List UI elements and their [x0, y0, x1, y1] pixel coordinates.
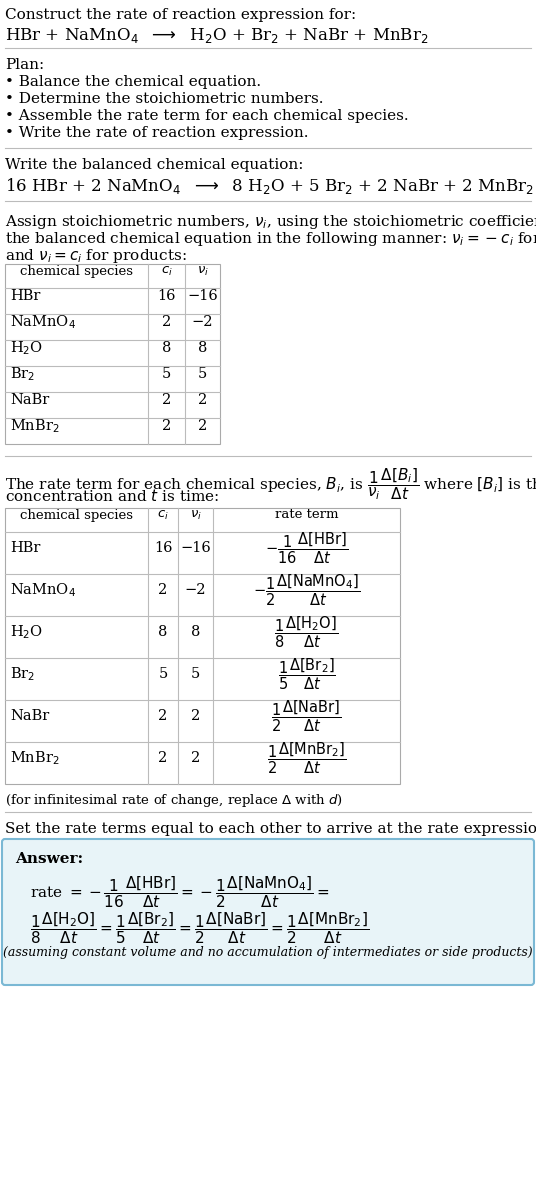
Text: (assuming constant volume and no accumulation of intermediates or side products): (assuming constant volume and no accumul…	[3, 946, 533, 960]
Text: 8: 8	[198, 341, 207, 355]
Text: $c_i$: $c_i$	[157, 509, 169, 522]
Text: • Balance the chemical equation.: • Balance the chemical equation.	[5, 75, 261, 89]
Text: H$_2$O: H$_2$O	[10, 623, 43, 641]
Text: 8: 8	[158, 625, 168, 639]
Text: concentration and $t$ is time:: concentration and $t$ is time:	[5, 488, 219, 504]
Text: • Determine the stoichiometric numbers.: • Determine the stoichiometric numbers.	[5, 92, 324, 106]
Text: chemical species: chemical species	[20, 265, 133, 278]
Text: 2: 2	[198, 420, 207, 433]
Text: 2: 2	[158, 709, 168, 724]
Text: rate term: rate term	[275, 509, 338, 522]
Text: 2: 2	[158, 751, 168, 765]
Text: NaBr: NaBr	[10, 393, 49, 406]
Text: • Write the rate of reaction expression.: • Write the rate of reaction expression.	[5, 126, 309, 139]
Text: $\dfrac{1}{5}\dfrac{\Delta[\mathrm{Br_2}]}{\Delta t}$: $\dfrac{1}{5}\dfrac{\Delta[\mathrm{Br_2}…	[278, 657, 336, 691]
Text: −2: −2	[185, 583, 206, 597]
Text: $\dfrac{1}{2}\dfrac{\Delta[\mathrm{MnBr_2}]}{\Delta t}$: $\dfrac{1}{2}\dfrac{\Delta[\mathrm{MnBr_…	[267, 740, 346, 776]
Text: H$_2$O: H$_2$O	[10, 340, 43, 356]
FancyBboxPatch shape	[2, 839, 534, 985]
Text: MnBr$_2$: MnBr$_2$	[10, 417, 59, 435]
Text: Answer:: Answer:	[15, 852, 83, 867]
Text: rate $= -\dfrac{1}{16}\dfrac{\Delta[\mathrm{HBr}]}{\Delta t} = -\dfrac{1}{2}\dfr: rate $= -\dfrac{1}{16}\dfrac{\Delta[\mat…	[30, 874, 330, 909]
Text: 5: 5	[198, 367, 207, 381]
Text: 5: 5	[158, 668, 168, 681]
Text: $-\dfrac{1}{16}\dfrac{\Delta[\mathrm{HBr}]}{\Delta t}$: $-\dfrac{1}{16}\dfrac{\Delta[\mathrm{HBr…	[265, 530, 348, 566]
Text: Br$_2$: Br$_2$	[10, 365, 35, 383]
Text: HBr: HBr	[10, 541, 40, 555]
Text: 16: 16	[154, 541, 172, 555]
Text: $\dfrac{1}{2}\dfrac{\Delta[\mathrm{NaBr}]}{\Delta t}$: $\dfrac{1}{2}\dfrac{\Delta[\mathrm{NaBr}…	[271, 699, 342, 734]
Text: NaMnO$_4$: NaMnO$_4$	[10, 582, 76, 598]
Bar	[5, 263, 220, 443]
Text: $-\dfrac{1}{2}\dfrac{\Delta[\mathrm{NaMnO_4}]}{\Delta t}$: $-\dfrac{1}{2}\dfrac{\Delta[\mathrm{NaMn…	[253, 572, 360, 608]
Text: 5: 5	[191, 668, 200, 681]
Text: 8: 8	[191, 625, 200, 639]
Text: $\nu_i$: $\nu_i$	[190, 509, 202, 522]
Text: Construct the rate of reaction expression for:: Construct the rate of reaction expressio…	[5, 8, 356, 21]
Text: 2: 2	[191, 709, 200, 724]
Text: chemical species: chemical species	[20, 509, 133, 522]
Text: NaMnO$_4$: NaMnO$_4$	[10, 313, 76, 331]
Text: 5: 5	[162, 367, 171, 381]
Text: Br$_2$: Br$_2$	[10, 665, 35, 683]
Text: −16: −16	[180, 541, 211, 555]
Text: HBr + NaMnO$_4$  $\longrightarrow$  H$_2$O + Br$_2$ + NaBr + MnBr$_2$: HBr + NaMnO$_4$ $\longrightarrow$ H$_2$O…	[5, 26, 428, 45]
Text: The rate term for each chemical species, $B_i$, is $\dfrac{1}{\nu_i}\dfrac{\Delt: The rate term for each chemical species,…	[5, 466, 536, 502]
Text: 16 HBr + 2 NaMnO$_4$  $\longrightarrow$  8 H$_2$O + 5 Br$_2$ + 2 NaBr + 2 MnBr$_: 16 HBr + 2 NaMnO$_4$ $\longrightarrow$ 8…	[5, 176, 534, 195]
Text: Plan:: Plan:	[5, 58, 44, 72]
Text: Assign stoichiometric numbers, $\nu_i$, using the stoichiometric coefficients, $: Assign stoichiometric numbers, $\nu_i$, …	[5, 213, 536, 231]
Text: 2: 2	[162, 420, 171, 433]
Text: the balanced chemical equation in the following manner: $\nu_i = -c_i$ for react: the balanced chemical equation in the fo…	[5, 230, 536, 248]
Bar	[5, 508, 400, 784]
Text: −16: −16	[187, 288, 218, 303]
Text: 2: 2	[191, 751, 200, 765]
Text: NaBr: NaBr	[10, 709, 49, 724]
Text: (for infinitesimal rate of change, replace $\Delta$ with $d$): (for infinitesimal rate of change, repla…	[5, 791, 343, 809]
Text: HBr: HBr	[10, 288, 40, 303]
Text: 8: 8	[162, 341, 171, 355]
Text: $\dfrac{1}{8}\dfrac{\Delta[\mathrm{H_2O}]}{\Delta t} = \dfrac{1}{5}\dfrac{\Delta: $\dfrac{1}{8}\dfrac{\Delta[\mathrm{H_2O}…	[30, 909, 369, 945]
Text: • Assemble the rate term for each chemical species.: • Assemble the rate term for each chemic…	[5, 108, 408, 123]
Text: MnBr$_2$: MnBr$_2$	[10, 749, 59, 766]
Text: 2: 2	[158, 583, 168, 597]
Text: and $\nu_i = c_i$ for products:: and $\nu_i = c_i$ for products:	[5, 247, 187, 265]
Text: 2: 2	[162, 315, 171, 329]
Text: $\dfrac{1}{8}\dfrac{\Delta[\mathrm{H_2O}]}{\Delta t}$: $\dfrac{1}{8}\dfrac{\Delta[\mathrm{H_2O}…	[274, 614, 339, 650]
Text: 2: 2	[198, 393, 207, 406]
Text: −2: −2	[192, 315, 213, 329]
Text: Write the balanced chemical equation:: Write the balanced chemical equation:	[5, 159, 303, 172]
Text: 16: 16	[157, 288, 176, 303]
Text: $c_i$: $c_i$	[161, 265, 173, 278]
Text: 2: 2	[162, 393, 171, 406]
Text: $\nu_i$: $\nu_i$	[197, 265, 209, 278]
Text: Set the rate terms equal to each other to arrive at the rate expression:: Set the rate terms equal to each other t…	[5, 822, 536, 836]
